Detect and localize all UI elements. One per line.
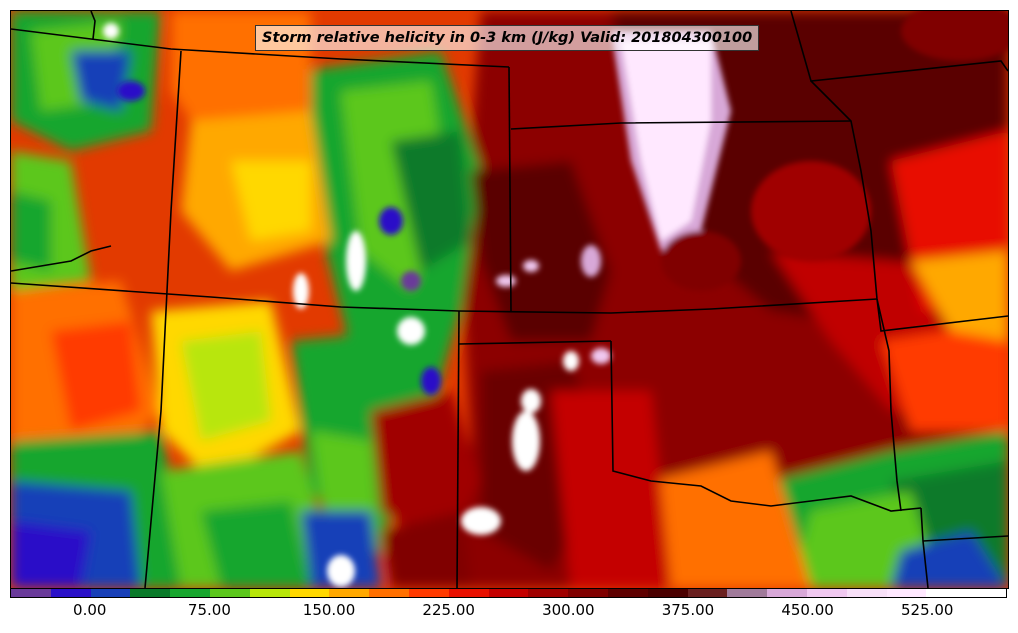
colorbar-tick-label: 525.00: [900, 601, 954, 619]
colorbar-segment: [329, 589, 370, 597]
colorbar-tick-label: 150.00: [302, 601, 356, 619]
colorbar-segment: [647, 589, 688, 597]
colorbar-segment: [806, 589, 847, 597]
map-panel: Storm relative helicity in 0-3 km (J/kg)…: [10, 10, 1009, 589]
colorbar-segment: [568, 589, 608, 597]
colorbar-segment: [130, 589, 171, 597]
colorbar-segment: [90, 589, 131, 597]
colorbar-segment: [488, 589, 529, 597]
colorbar-segment: [289, 589, 330, 597]
colorbar-segment: [926, 589, 967, 597]
colorbar-segment: [966, 589, 1006, 597]
colorbar-segment: [170, 589, 210, 597]
colorbar-tick-label: 0.00: [73, 601, 107, 619]
colorbar-segment: [369, 589, 409, 597]
colorbar-segment: [767, 589, 807, 597]
colorbar-segment: [448, 589, 489, 597]
colorbar-tick-label: 225.00: [422, 601, 475, 619]
colorbar-tick-label: 300.00: [542, 601, 595, 619]
colorbar-segment: [11, 589, 51, 597]
colorbar-labels: 0.00 75.00 150.00 225.00 300.00 375.00 450.00 5…: [0, 601, 1018, 625]
colorbar-segment: [249, 589, 290, 597]
helicity-field: [11, 11, 1008, 588]
colorbar-tick-label: 75.00: [187, 601, 231, 619]
colorbar-segment: [209, 589, 250, 597]
colorbar-segment: [687, 589, 728, 597]
colorbar-segment: [408, 589, 449, 597]
helicity-map: [11, 11, 1008, 588]
colorbar: [10, 588, 1007, 598]
colorbar-segment: [50, 589, 91, 597]
colorbar-tick-label: 450.00: [781, 601, 834, 619]
colorbar-tick-label: 375.00: [661, 601, 715, 619]
colorbar-segment: [727, 589, 768, 597]
colorbar-segment: [607, 589, 648, 597]
state-borders: [11, 11, 1008, 588]
colorbar-segment: [528, 589, 569, 597]
colorbar-segment: [886, 589, 927, 597]
map-title: Storm relative helicity in 0-3 km (J/kg)…: [255, 25, 760, 51]
colorbar-segment: [846, 589, 887, 597]
